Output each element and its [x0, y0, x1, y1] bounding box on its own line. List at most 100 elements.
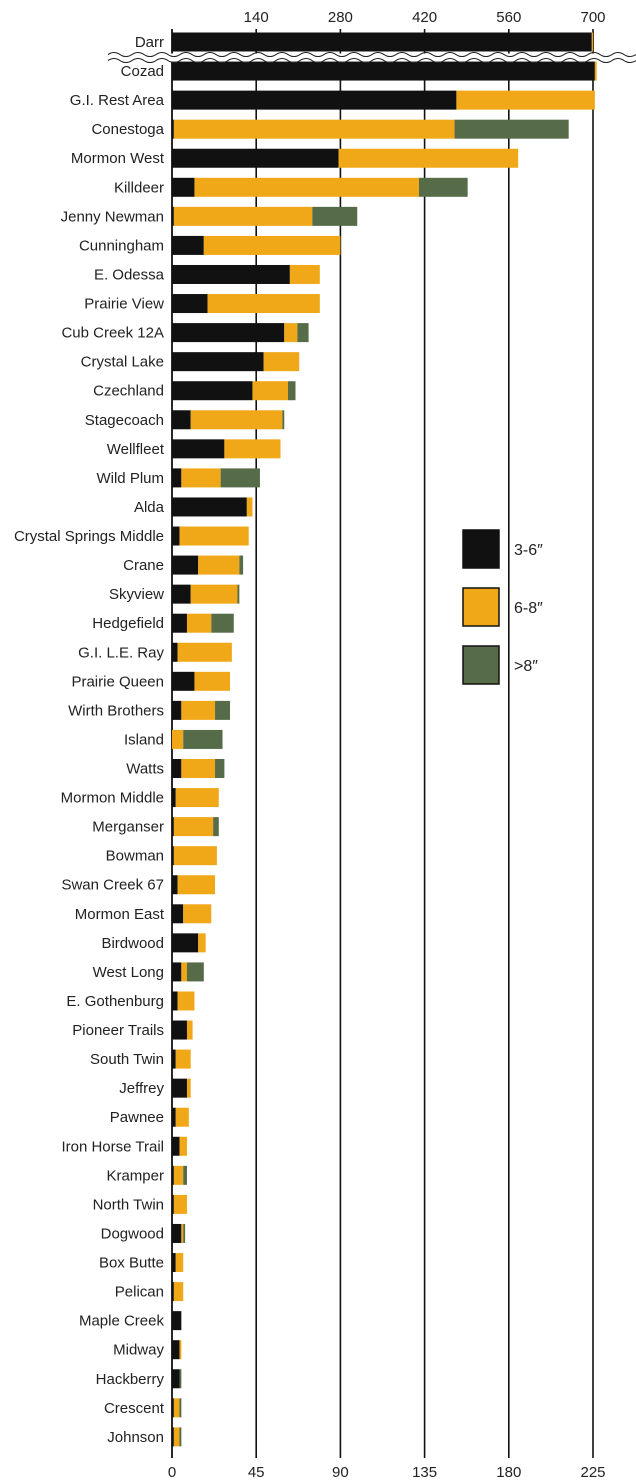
bar-segment-3-row-11	[297, 323, 309, 343]
bar-segment-1-row-8	[172, 235, 204, 255]
bar-segment-2-row-17	[246, 497, 253, 517]
category-label: E. Gothenburg	[66, 993, 164, 1010]
bar-segment-2-row-32	[198, 933, 206, 953]
category-label: Wild Plum	[96, 470, 164, 487]
bar-segment-1-row-13	[172, 381, 253, 401]
category-label: Cozad	[121, 63, 164, 80]
bar-segment-3-row-25	[183, 729, 223, 749]
bar-segment-2-row-29	[173, 846, 217, 866]
legend-swatch-3	[462, 645, 500, 685]
bar-segment-1-row-24	[172, 700, 182, 720]
category-label: Killdeer	[114, 179, 164, 196]
bar-segment-1-row-41	[172, 1194, 174, 1214]
bar-segment-1-row-34	[172, 991, 178, 1011]
bar-segment-1-row-46	[172, 1340, 180, 1360]
bar-segment-2-row-48	[173, 1398, 180, 1418]
bar-segment-3-row-14	[282, 410, 285, 430]
bar-segment-2-row-26	[181, 759, 216, 778]
bar-segment-1-row-1	[172, 32, 592, 52]
bar-segment-3-row-33	[186, 962, 204, 982]
legend-swatch-2	[462, 587, 500, 627]
category-label: Kramper	[106, 1167, 164, 1184]
bar-segment-2-row-31	[183, 904, 212, 924]
bar-segment-1-row-3	[172, 90, 457, 110]
bar-segment-2-row-6	[194, 177, 419, 197]
category-label: Crane	[123, 557, 164, 574]
bar-segment-2-row-7	[173, 206, 313, 226]
category-label: Crystal Springs Middle	[14, 528, 164, 545]
bar-segment-2-row-11	[284, 323, 298, 343]
category-label: Skyview	[109, 586, 164, 603]
bar-segment-1-row-37	[172, 1078, 187, 1098]
category-label: Swan Creek 67	[61, 877, 164, 894]
category-label: Birdwood	[101, 935, 164, 952]
bar-segment-2-row-37	[186, 1078, 191, 1098]
category-label: Pioneer Trails	[72, 1022, 164, 1039]
category-label: Prairie Queen	[71, 673, 164, 690]
category-label: Dogwood	[101, 1225, 164, 1242]
category-label: South Twin	[90, 1051, 164, 1068]
category-label: Iron Horse Trail	[61, 1138, 164, 1155]
bar-segment-2-row-3	[456, 90, 595, 110]
category-label: Crystal Lake	[81, 354, 164, 371]
bar-segment-3-row-48	[179, 1398, 182, 1418]
bar-segment-1-row-47	[172, 1369, 180, 1389]
category-label: Pelican	[115, 1284, 164, 1301]
bar-segment-2-row-8	[203, 235, 341, 255]
bars	[172, 32, 597, 1447]
bar-segment-2-row-34	[177, 991, 195, 1011]
bar-segment-1-row-32	[172, 933, 199, 953]
bar-segment-1-row-12	[172, 352, 264, 372]
bar-segment-3-row-6	[418, 177, 468, 197]
category-label: Cub Creek 12A	[61, 325, 164, 342]
bar-segment-1-row-11	[172, 323, 285, 343]
top-tick-label: 420	[412, 9, 437, 26]
bar-segment-2-row-13	[252, 381, 289, 401]
bar-segment-1-row-20	[172, 584, 191, 604]
bar-segment-1-row-6	[172, 177, 195, 197]
category-label: Hedgefield	[92, 615, 164, 632]
bottom-tick-label: 90	[332, 1464, 349, 1481]
bar-segment-2-row-23	[194, 671, 231, 691]
category-label: Wirth Brothers	[68, 702, 164, 719]
bar-segment-1-row-16	[172, 468, 182, 488]
bar-segment-1-row-27	[172, 788, 176, 808]
bar-segment-3-row-24	[215, 700, 231, 720]
category-label: Czechland	[93, 383, 164, 400]
bar-segment-1-row-17	[172, 497, 247, 517]
axes: 140 280 420 560 700 0 45 90 135 180 225	[168, 9, 606, 1481]
bar-segment-2-row-39	[179, 1136, 187, 1156]
bar-segment-1-row-36	[172, 1049, 176, 1069]
category-label: Watts	[126, 761, 164, 778]
bar-segment-3-row-19	[239, 555, 244, 575]
bar-segment-2-row-19	[198, 555, 240, 575]
category-label: G.I. Rest Area	[70, 92, 165, 109]
bar-segment-1-row-7	[172, 206, 174, 226]
bar-segment-1-row-14	[172, 410, 191, 430]
bar-segment-2-row-25	[172, 729, 184, 749]
bar-segment-1-row-21	[172, 613, 187, 633]
bar-segment-1-row-35	[172, 1020, 187, 1040]
top-tick-label: 280	[328, 9, 353, 26]
bar-segment-3-row-28	[213, 817, 219, 837]
legend-swatch-1	[462, 529, 500, 569]
category-label: West Long	[93, 964, 164, 981]
bar-segment-1-row-33	[172, 962, 182, 982]
bar-segment-2-row-20	[190, 584, 238, 604]
legend-label: 6-8″	[514, 600, 543, 617]
category-label: Conestoga	[91, 121, 164, 138]
bar-segment-1-row-15	[172, 439, 225, 459]
bar-segment-3-row-21	[211, 613, 234, 633]
bar-segment-3-row-7	[312, 206, 358, 226]
bar-segment-1-row-18	[172, 526, 180, 546]
bar-segment-2-row-49	[173, 1427, 180, 1447]
bar-segment-3-row-13	[288, 381, 296, 401]
category-label: E. Odessa	[94, 266, 165, 283]
bottom-tick-label: 180	[496, 1464, 521, 1481]
bar-segment-1-row-2	[172, 61, 595, 81]
axis-break-line-lower	[107, 58, 636, 64]
category-label: Jeffrey	[119, 1080, 164, 1097]
top-tick-label: 140	[244, 9, 269, 26]
bar-segment-1-row-49	[172, 1427, 174, 1447]
